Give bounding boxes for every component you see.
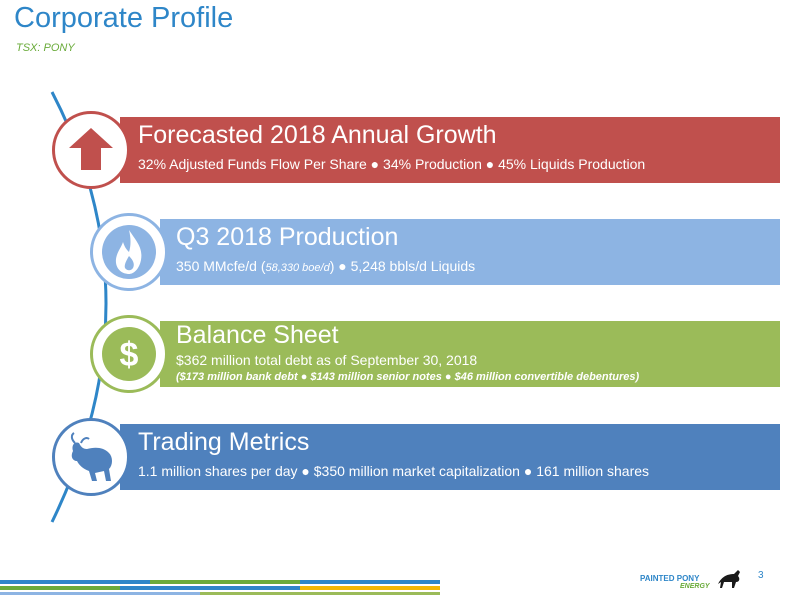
horse-logo-icon (718, 570, 740, 588)
balance-band: Balance Sheet $362 million total debt as… (160, 321, 780, 387)
production-band: Q3 2018 Production 350 MMcfe/d (58,330 b… (160, 219, 780, 285)
svg-text:$: $ (120, 336, 139, 374)
production-detail-a: 350 MMcfe/d ( (176, 258, 266, 274)
balance-circle: $ (90, 315, 168, 393)
trading-circle (52, 418, 130, 496)
page-title: Corporate Profile (14, 2, 234, 34)
logo-subtext: ENERGY (680, 583, 710, 590)
logo-wordmark: PAINTED PONY (640, 574, 700, 583)
trading-band: Trading Metrics 1.1 million shares per d… (120, 424, 780, 490)
growth-detail: 32% Adjusted Funds Flow Per Share ● 34% … (138, 156, 646, 172)
growth-heading: Forecasted 2018 Annual Growth (138, 121, 497, 149)
up-arrow-icon (69, 128, 113, 170)
production-detail: 350 MMcfe/d (58,330 boe/d) ● 5,248 bbls/… (176, 258, 475, 274)
bull-icon (70, 432, 112, 481)
footer-bars (0, 580, 440, 595)
trading-heading: Trading Metrics (138, 428, 310, 456)
flame-icon (102, 225, 156, 279)
production-detail-c: ) ● 5,248 bbls/d Liquids (329, 258, 476, 274)
growth-band: Forecasted 2018 Annual Growth 32% Adjust… (120, 117, 780, 183)
production-boe: 58,330 boe/d (265, 262, 330, 274)
trading-detail: 1.1 million shares per day ● $350 millio… (138, 463, 650, 479)
balance-detail: $362 million total debt as of September … (176, 352, 478, 368)
production-circle (90, 213, 168, 291)
production-heading: Q3 2018 Production (176, 223, 399, 251)
balance-detail-breakdown: ($173 million bank debt ● $143 million s… (176, 371, 640, 383)
page-subtitle: TSX: PONY (16, 42, 75, 54)
page-number: 3 (758, 570, 764, 581)
balance-heading: Balance Sheet (176, 321, 339, 349)
growth-circle (52, 111, 130, 189)
dollar-icon: $ (102, 327, 156, 381)
